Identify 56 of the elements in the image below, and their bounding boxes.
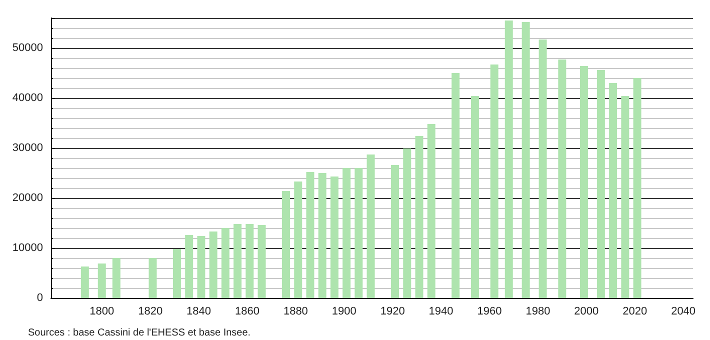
- bar: [538, 40, 547, 298]
- bar: [282, 191, 290, 298]
- x-tick-label: 2000: [574, 306, 599, 318]
- bar: [354, 168, 363, 298]
- y-tick-label: 20000: [12, 192, 43, 204]
- bar: [391, 165, 400, 298]
- bar: [342, 168, 351, 298]
- bar: [197, 236, 206, 298]
- bar: [172, 249, 181, 298]
- bar: [609, 83, 618, 298]
- bar: [596, 70, 605, 298]
- bar: [621, 96, 630, 298]
- bar: [580, 66, 588, 298]
- bar: [318, 173, 326, 298]
- x-tick-label: 1980: [526, 306, 550, 318]
- bar: [246, 224, 254, 298]
- bar: [112, 258, 120, 298]
- x-tick-label: 1920: [380, 306, 405, 318]
- y-tick-label: 50000: [12, 42, 43, 54]
- x-tick-label: 1940: [428, 306, 454, 318]
- bar: [470, 96, 479, 298]
- bar: [148, 258, 157, 298]
- x-tick-label: 2020: [622, 306, 648, 318]
- source-note: Sources : base Cassini de l'EHESS et base Insee.: [28, 328, 251, 338]
- bar: [558, 60, 566, 298]
- bar: [234, 224, 242, 298]
- bar: [294, 182, 302, 298]
- bar: [330, 176, 338, 298]
- y-tick-label: 40000: [12, 92, 43, 104]
- bar: [185, 235, 194, 298]
- y-tick-label: 0: [36, 292, 43, 304]
- bar: [490, 64, 498, 298]
- bar: [258, 225, 266, 298]
- x-tick-label: 1900: [332, 306, 356, 318]
- bar: [504, 20, 513, 298]
- y-tick-label: 10000: [12, 242, 43, 254]
- bar: [427, 124, 436, 298]
- x-tick-label: 1960: [477, 306, 502, 318]
- bar: [403, 148, 412, 298]
- x-tick-label: 1860: [234, 306, 260, 318]
- bar: [452, 73, 460, 298]
- x-tick-label: 1880: [283, 306, 308, 318]
- bar: [633, 78, 642, 298]
- bar: [80, 266, 89, 298]
- bar: [209, 232, 218, 298]
- bar: [306, 172, 314, 298]
- bar: [415, 136, 424, 298]
- bar: [221, 228, 230, 298]
- x-tick-label: 1840: [186, 306, 212, 318]
- bar: [366, 154, 375, 298]
- x-tick-label: 2040: [671, 306, 696, 318]
- y-tick-label: 30000: [12, 142, 43, 154]
- bar: [522, 22, 530, 298]
- x-tick-label: 1800: [90, 306, 114, 318]
- bar: [98, 264, 106, 298]
- x-tick-label: 1820: [138, 306, 163, 318]
